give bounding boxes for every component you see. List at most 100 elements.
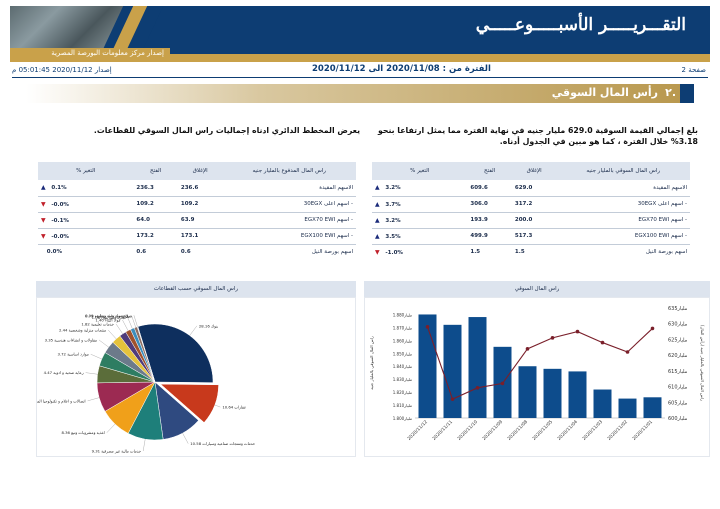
bar: [568, 371, 587, 418]
down-arrow-icon: ▼: [41, 232, 46, 240]
banner-photo: [10, 6, 132, 54]
left-tick-label: مليار1.860: [393, 338, 412, 343]
x-tick-label: 2020/11/09: [481, 419, 504, 442]
left-tick-label: مليار1.820: [393, 390, 412, 395]
col-open: الفتح: [467, 162, 512, 180]
cell-open: 609.6: [467, 180, 512, 197]
market-cap-chart: مليار1.800 مليار1.810 مليار1.820 مليار1.830…: [369, 306, 705, 442]
cell-open: 499.9: [467, 228, 512, 245]
cell-label: - اسهم EGX100 EWI: [556, 228, 690, 245]
right-tick-label: مليار600: [668, 416, 688, 422]
up-arrow-icon: ▲: [375, 184, 380, 192]
line-point: [625, 350, 630, 354]
right-tick-label: مليار620: [668, 353, 688, 359]
market-cap-table: % التغير الفتح الإغلاق راس المال السوقي …: [372, 162, 690, 260]
line-point: [475, 386, 480, 390]
section-number: ٢.: [665, 86, 676, 99]
cell-open: 306.0: [467, 196, 512, 213]
x-tick-label: 2020/11/12: [406, 419, 429, 442]
up-arrow-icon: ▲: [41, 184, 46, 192]
table-row: ▲ 3.2% 609.6 629.0 الاسهم المقيدة: [372, 180, 690, 197]
cell-close: 517.3: [511, 228, 557, 245]
pie-label: 3.72 موارد اساسية: [58, 352, 89, 357]
series-line: [426, 326, 653, 400]
cell-open: 64.0: [133, 212, 178, 229]
left-tick-label: مليار1.870: [393, 325, 412, 330]
cell-label: اسهم بورصة النيل: [645, 249, 687, 256]
bar: [643, 397, 662, 418]
table-row: ▲ 3.7% 306.0 317.2- اسهم اعلى 30EGX: [372, 196, 690, 213]
market-cap-paragraph: بلغ إجمالي القيمة السوقية 629.0 مليار جن…: [377, 126, 698, 146]
leader-line: [87, 397, 100, 402]
cell-open: 236.3: [133, 180, 178, 197]
cell-close: 63.9: [177, 212, 223, 229]
col-label: راس المال السوقي بالمليار جنيه: [556, 162, 690, 180]
leader-line: [122, 319, 129, 331]
cell-change: ▼ -0.0%: [38, 228, 134, 245]
leader-line: [182, 432, 189, 444]
sector-paragraph: يعرض المخطط الدائري ادناه إجماليات راس ا…: [93, 126, 360, 135]
cell-close: 200.0: [511, 212, 557, 229]
cell-open: 0.6: [136, 249, 147, 256]
cell-label: الاسهم المقيدة: [556, 180, 690, 197]
cell-change: ▼ -0.0%: [38, 196, 134, 213]
cell-label: - اسهم EGX70 EWI: [222, 212, 356, 229]
table-row: ▲ 0.1% 236.3 236.6 الاسهم المقيدة: [38, 180, 356, 197]
section-title: رأس المال السوقي: [551, 86, 658, 99]
leader-line: [133, 315, 138, 327]
pie-slice: [137, 323, 214, 383]
bar: [618, 398, 637, 418]
up-arrow-icon: ▲: [375, 200, 380, 208]
cell-label: الاسهم المقيدة: [222, 180, 356, 197]
left-tick-label: مليار1.880: [393, 312, 412, 317]
bar: [418, 314, 437, 418]
cell-close: 0.6: [180, 249, 191, 256]
pie-label: 1.82 خدمات تعليمية: [81, 321, 114, 326]
right-tick-label: مليار635: [668, 306, 688, 312]
leader-line: [143, 439, 146, 452]
section-header: ٢. رأس المال السوقي: [26, 84, 694, 103]
right-tick-label: مليار630: [668, 322, 688, 328]
down-arrow-icon: ▼: [41, 216, 46, 224]
cell-close: 317.2: [511, 196, 557, 213]
leader-line: [214, 404, 221, 408]
leader-line: [127, 317, 133, 329]
right-axis-label: راس المال السوقي بالمليار جنيه (رأس الما…: [700, 325, 705, 401]
cell-change: ▼ -0.1%: [38, 212, 134, 229]
left-tick-label: مليار1.810: [393, 403, 412, 408]
leader-line: [108, 329, 117, 340]
leader-line: [106, 423, 116, 433]
cell-close: 1.5: [514, 249, 525, 256]
cell-change: ▲ 3.2%: [372, 180, 468, 197]
table-row: 0.0% 0.6 0.6 اسهم بورصة النيل: [38, 244, 356, 260]
report-subtitle: إصدار مركز معلومات البورصة المصرية: [51, 49, 164, 57]
pie-label: 4.47 رعاية صحية و ادوية: [44, 370, 84, 375]
pie-label: 1.40 مواد البناء: [95, 318, 120, 323]
left-axis-label: راس المال السوقي بالمليار جنيه: [369, 336, 374, 390]
bar: [443, 324, 462, 418]
report-title: التقـــريـــــر الأسبـــــوعـــــي: [475, 15, 686, 35]
pie-label: 0.79 طاقة وخدمات مساندة: [85, 313, 130, 318]
pie-slice: [159, 383, 219, 423]
line-point: [650, 326, 655, 331]
right-tick-label: مليار605: [668, 400, 688, 406]
info-row: صفحة 2 الفترة من : 2020/11/08 الى 2020/1…: [12, 64, 708, 78]
table-header-row: % التغير الفتح الإغلاق راس المال المدفوع…: [38, 162, 356, 180]
cell-label: اسهم بورصة النيل: [311, 249, 353, 256]
up-arrow-icon: ▲: [375, 232, 380, 240]
cell-label: - اسهم اعلى 30EGX: [222, 196, 356, 213]
leader-line: [115, 323, 123, 334]
line-point: [550, 336, 555, 340]
table-row: ▲ 3.5% 499.9 517.3- اسهم EGX100 EWI: [372, 228, 690, 245]
table-row: ▼ -0.1% 64.0 63.9- اسهم EGX70 EWI: [38, 212, 356, 229]
col-close: الإغلاق: [511, 162, 557, 180]
pie-chart-title: راس المال السوقي حسب القطاعات: [36, 281, 356, 297]
cell-open: 173.2: [133, 228, 178, 245]
pie-label: 7.72 اتصالات و اعلام و تكنولوجيا المعلوم…: [37, 398, 86, 403]
cell-close: 629.0: [511, 180, 557, 197]
page-number: صفحة 2: [681, 66, 706, 74]
pie-label: 10.64 عقارات: [222, 405, 246, 410]
paid-capital-table: % التغير الفتح الإغلاق راس المال المدفوع…: [38, 162, 356, 260]
line-point: [600, 340, 605, 345]
gold-subbar: [10, 54, 710, 62]
